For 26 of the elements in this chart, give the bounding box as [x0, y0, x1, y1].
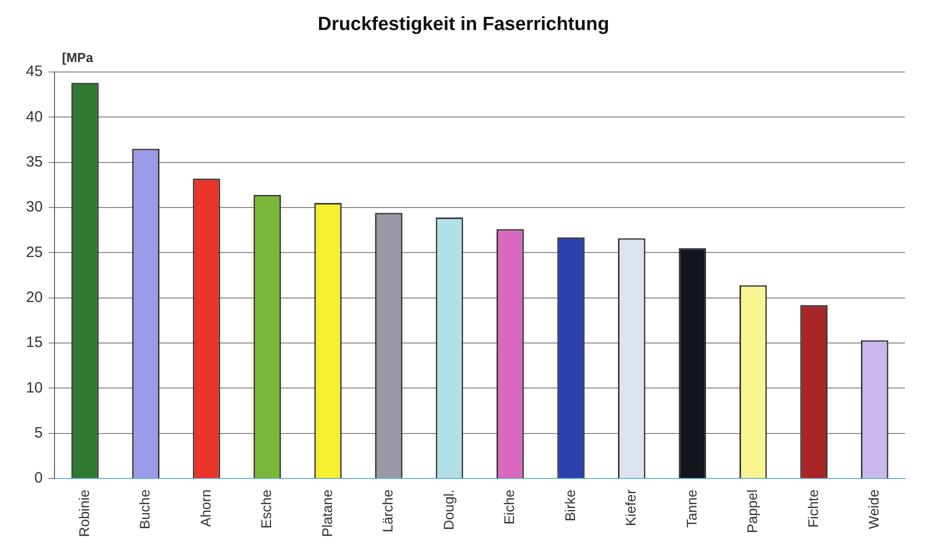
y-axis-title: [MPa	[62, 50, 94, 65]
x-tick-label: Weide	[865, 489, 882, 529]
y-tick-label: 20	[26, 288, 43, 306]
x-tick-label: Dougl.	[440, 490, 456, 530]
x-tick-label: Platane	[318, 489, 335, 537]
x-tick-label: Tanne	[683, 489, 700, 528]
x-tick-label: Eiche	[501, 489, 518, 525]
x-tick-label: Kiefer	[622, 489, 639, 526]
y-tick-label: 30	[26, 198, 43, 216]
x-tick-label: Ahorn	[197, 490, 214, 527]
y-tick-label: 25	[26, 244, 43, 261]
y-tick-label: 15	[26, 334, 43, 352]
x-tick-label: Pappel	[744, 490, 760, 534]
chart-title: Druckfestigkeit in Faserrichtung	[316, 14, 610, 36]
y-tick-label: 45	[26, 63, 43, 80]
y-tick-label: 40	[26, 108, 43, 126]
y-tick-label: 35	[26, 153, 43, 170]
y-tick-label: 5	[34, 424, 43, 442]
y-tick-label: 0	[34, 470, 43, 487]
y-tick-label: 10	[26, 379, 43, 396]
x-tick-label: Robinie	[76, 489, 92, 537]
x-tick-label: Birke	[562, 489, 578, 522]
x-tick-label: Lärche	[380, 489, 396, 532]
x-tick-label: Buche	[136, 489, 153, 530]
x-tick-label: Esche	[258, 489, 274, 528]
x-tick-label: Fichte	[804, 489, 821, 528]
